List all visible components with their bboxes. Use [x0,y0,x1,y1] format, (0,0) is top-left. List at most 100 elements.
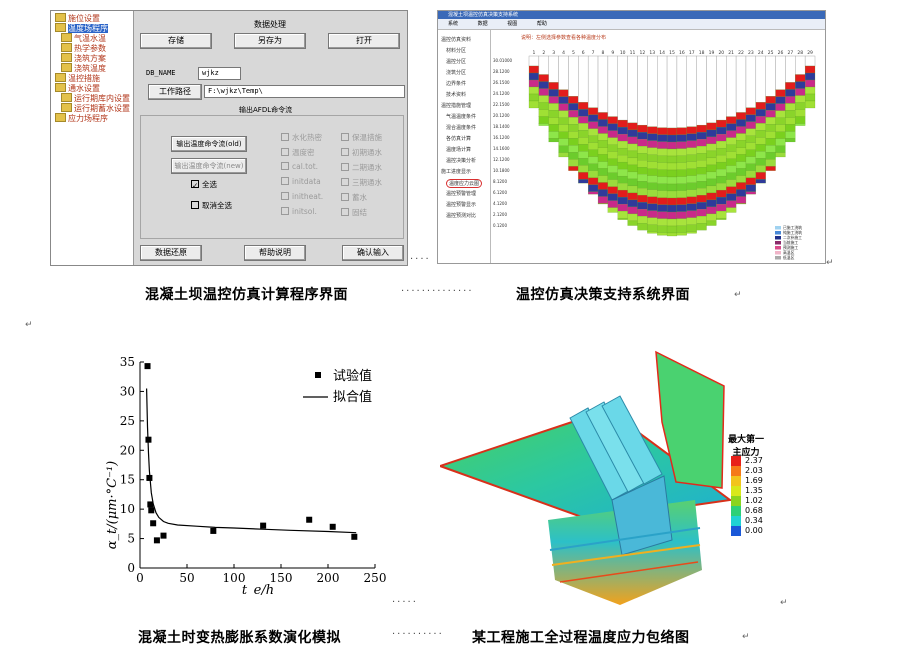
pour-lift [745,177,756,185]
y-tick-label: 12.1200 [493,157,510,162]
toolbar-item[interactable]: 数据 [477,21,488,27]
pour-lift [588,191,599,195]
deselect-all-checkbox[interactable]: 取消全选 [191,200,232,211]
pour-lift [706,185,717,194]
pour-lift [686,126,697,134]
option-checkbox[interactable]: 固结 [341,207,367,218]
tree-item[interactable]: 温控措施 [55,73,100,83]
outlet-piers [569,395,673,556]
sidebar-item[interactable]: 温控仿真资料 [441,37,472,43]
tree-item[interactable]: 运行期蓄水设置 [61,103,130,113]
pour-lift [617,161,628,170]
db-name-input[interactable]: wjkz [198,67,241,80]
tree-item[interactable]: 温度场程序 [55,23,108,33]
sidebar-item[interactable]: 温控决策分析 [446,158,477,164]
option-checkbox[interactable]: 水化热密 [281,132,322,143]
pour-lift [765,103,776,111]
workpath-input[interactable]: F:\wjkz\Temp\ [204,85,405,98]
pour-lift [578,172,589,180]
help-button[interactable]: 帮助说明 [244,245,306,261]
tree-item[interactable]: 通水设置 [55,83,100,93]
sidebar-item[interactable]: 温控预测对比 [446,213,477,219]
pour-lift [568,131,579,139]
workpath-button[interactable]: 工作路径 [148,84,202,100]
pour-lift [745,114,756,122]
sidebar-item[interactable]: 施工进度显示 [441,169,472,175]
sidebar-item[interactable]: 温控预警管理 [446,191,477,197]
pour-lift [745,149,756,157]
sidebar-item[interactable]: 各仿真计算 [446,136,472,142]
open-button[interactable]: 打开 [328,33,400,49]
sidebar-item[interactable]: 材料分区 [446,48,467,54]
tree-item[interactable]: 应力场程序 [55,113,108,123]
pour-lift [637,160,648,168]
sidebar-item[interactable]: 气温温度条件 [446,114,477,120]
tree-item[interactable]: 浇筑温度 [61,63,106,73]
toolbar-item[interactable]: 帮助 [536,21,547,27]
pour-lift [637,216,648,224]
sidebar-item[interactable]: 浇筑分区 [446,70,467,76]
pour-lift [745,156,756,164]
option-checkbox[interactable]: cal.tot. [281,162,318,171]
tree-item[interactable]: 浇筑方案 [61,53,106,63]
tree-item[interactable]: 热学参数 [61,43,106,53]
tree-item[interactable]: 气温水温 [61,33,106,43]
pour-lift [657,162,668,170]
option-checkbox[interactable]: 保温措施 [341,132,382,143]
option-checkbox[interactable]: initheat. [281,192,323,201]
pour-lift [657,127,668,135]
y-tick-label: 30 [120,384,135,398]
sidebar-item[interactable]: 技术资料 [446,92,467,98]
figure-leader-dots: ····· [392,597,418,608]
select-all-checkbox[interactable]: ✓ 全选 [191,180,217,190]
pour-lift [696,146,707,154]
option-checkbox[interactable]: initsol. [281,207,317,216]
pour-lift [716,210,727,219]
tree-item[interactable]: 施位设置 [55,13,100,23]
sidebar-item[interactable]: 边界条件 [446,81,467,87]
option-checkbox[interactable]: 二期通水 [341,162,382,173]
sidebar-item[interactable]: 温控预警显示 [446,202,477,208]
checkbox-icon [341,133,349,141]
block-column [775,55,786,90]
export-new-command-button[interactable]: 输出温度命令流(new) [171,158,247,174]
save-button[interactable]: 存储 [140,33,212,49]
sidebar-item[interactable]: 温控分区 [446,59,467,65]
pour-lift [568,152,579,160]
tree-item[interactable]: 运行期库内设置 [61,93,130,103]
sidebar-item[interactable]: 温度场计算 [446,147,472,153]
confirm-input-button[interactable]: 确认输入 [342,245,404,261]
option-checkbox[interactable]: 温度密 [281,147,315,158]
pour-lift [597,175,608,183]
pour-lift [676,134,687,142]
pour-lift [716,140,727,149]
toolbar-item[interactable]: 系统 [448,21,459,27]
x-tick-label: 18 [699,50,705,56]
option-checkbox[interactable]: 三期通水 [341,177,382,188]
option-checkbox[interactable]: initdata [281,177,321,186]
pour-lift [676,197,687,205]
option-checkbox[interactable]: 蓄水 [341,192,367,203]
pour-lift [657,155,668,163]
toolbar-item[interactable]: 视图 [507,21,518,27]
sidebar-item[interactable]: 温控措施管理 [441,103,472,109]
export-old-command-button[interactable]: 输出温度命令流(old) [171,136,247,152]
option-checkbox[interactable]: 初期通水 [341,147,382,158]
block-column [716,55,727,121]
toolbar: 系统 数据 视图 帮助 [438,19,825,30]
group-title: 输出AFDL命令流 [239,106,293,114]
pour-lift [588,170,599,178]
sidebar-item[interactable]: 温度应力云图 [446,179,483,188]
y-tick-label: 10.1800 [493,168,510,173]
pour-lift [686,154,697,162]
pour-lift [558,117,569,125]
sidebar-item[interactable]: 混合温度条件 [446,125,477,131]
dam-section-view: 1 2 3 4 5 6 7 8 9 10 11 12 13 14 15 16 17 18 19 20 21 22 23 24 2… [493,50,816,260]
pour-lift [755,123,766,131]
pour-lift [696,223,707,231]
save-as-button[interactable]: 另存为 [234,33,306,49]
restore-data-button[interactable]: 数据还原 [140,245,202,261]
pour-lift [637,209,648,217]
pour-lift [588,163,599,171]
pour-lift [785,96,796,104]
